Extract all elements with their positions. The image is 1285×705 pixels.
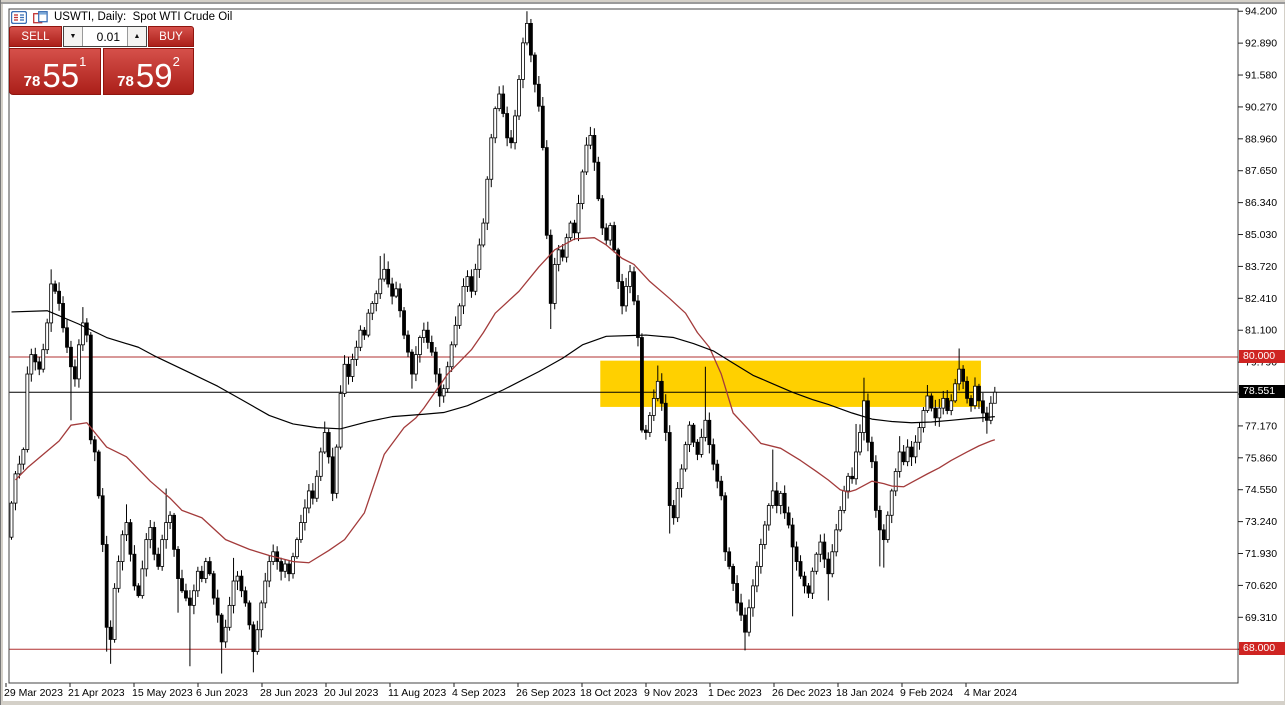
y-axis-label: 75.860 <box>1245 452 1277 464</box>
window-top-divider <box>1 2 1285 4</box>
x-axis-label: 29 Mar 2023 <box>4 687 63 699</box>
volume-stepper: ▼ 0.01 ▲ <box>63 26 147 47</box>
support-price-badge: 68.000 <box>1239 642 1285 656</box>
x-axis-label: 26 Sep 2023 <box>516 687 576 699</box>
sell-price-cents: 55 <box>42 56 80 94</box>
plot-frame <box>8 8 1239 684</box>
new-chart-icon <box>33 10 48 24</box>
x-axis-label: 28 Jun 2023 <box>260 687 318 699</box>
buy-price-pip: 2 <box>172 54 180 69</box>
volume-value[interactable]: 0.01 <box>96 29 120 44</box>
buy-price-whole: 78 <box>117 73 134 90</box>
x-axis-label: 18 Jan 2024 <box>836 687 894 699</box>
sell-button-label: SELL <box>21 30 50 43</box>
chevron-up-icon: ▲ <box>133 33 141 40</box>
y-axis-label: 88.960 <box>1245 133 1277 145</box>
buy-button-label: BUY <box>159 30 183 43</box>
x-axis-label: 15 May 2023 <box>132 687 193 699</box>
ma-fast-red-line[interactable] <box>15 237 996 564</box>
buy-price-cents: 59 <box>135 56 173 94</box>
sell-price-button[interactable]: 78 55 1 <box>9 48 101 95</box>
resistance-price-badge: 80.000 <box>1239 350 1285 363</box>
current-bid-price-badge: 78.551 <box>1239 385 1285 399</box>
x-axis-label: 4 Sep 2023 <box>452 687 506 699</box>
x-axis-label: 9 Nov 2023 <box>644 687 698 699</box>
y-axis-label: 90.270 <box>1245 101 1277 113</box>
volume-decrease-button[interactable]: ▼ <box>64 27 83 46</box>
x-axis-label: 21 Apr 2023 <box>68 687 125 699</box>
one-click-trade-panel: SELL ▼ 0.01 ▲ BUY 78 55 1 78 59 2 <box>9 26 194 96</box>
x-axis-label: 6 Jun 2023 <box>196 687 248 699</box>
y-axis-label: 74.550 <box>1245 484 1277 496</box>
y-axis-label: 85.030 <box>1245 229 1277 241</box>
x-axis-label: 26 Dec 2023 <box>772 687 832 699</box>
volume-increase-button[interactable]: ▲ <box>127 27 146 46</box>
y-axis-label: 82.410 <box>1245 293 1277 305</box>
y-axis-label: 92.890 <box>1245 38 1277 50</box>
highlight-zone[interactable] <box>600 360 981 407</box>
sell-button[interactable]: SELL <box>9 26 62 47</box>
y-axis-label: 87.650 <box>1245 165 1277 177</box>
chart-title-bar: USWTI, Daily: Spot WTI Crude Oil <box>10 9 233 25</box>
y-axis-label: 71.930 <box>1245 548 1277 560</box>
y-axis-label: 73.240 <box>1245 516 1277 528</box>
y-axis-label: 94.200 <box>1245 6 1277 18</box>
buy-price-button[interactable]: 78 59 2 <box>103 48 194 95</box>
x-axis-label: 18 Oct 2023 <box>580 687 637 699</box>
ma-slow-black-line[interactable] <box>11 310 995 430</box>
chart-list-icon <box>10 10 28 24</box>
y-axis-label: 83.720 <box>1245 261 1277 273</box>
trade-panel-top-row: SELL ▼ 0.01 ▲ BUY <box>9 26 194 47</box>
x-axis-label: 4 Mar 2024 <box>964 687 1017 699</box>
x-axis-label: 11 Aug 2023 <box>388 687 446 699</box>
candles-layer <box>9 11 997 674</box>
chevron-down-icon: ▼ <box>69 33 77 40</box>
x-axis-label: 9 Feb 2024 <box>900 687 953 699</box>
y-axis-label: 77.170 <box>1245 420 1277 432</box>
sell-price-pip: 1 <box>79 54 87 69</box>
buy-button[interactable]: BUY <box>148 26 194 47</box>
plot-area <box>9 11 1238 674</box>
y-axis-label: 70.620 <box>1245 580 1277 592</box>
y-axis-label: 91.580 <box>1245 70 1277 82</box>
y-axis-label: 69.310 <box>1245 612 1277 624</box>
x-axis-label: 1 Dec 2023 <box>708 687 762 699</box>
x-axis-label: 20 Jul 2023 <box>324 687 378 699</box>
chart-title: USWTI, Daily: Spot WTI Crude Oil <box>54 11 233 23</box>
y-axis-label: 86.340 <box>1245 197 1277 209</box>
sell-price-whole: 78 <box>23 73 41 90</box>
y-axis-label: 81.100 <box>1245 325 1277 337</box>
